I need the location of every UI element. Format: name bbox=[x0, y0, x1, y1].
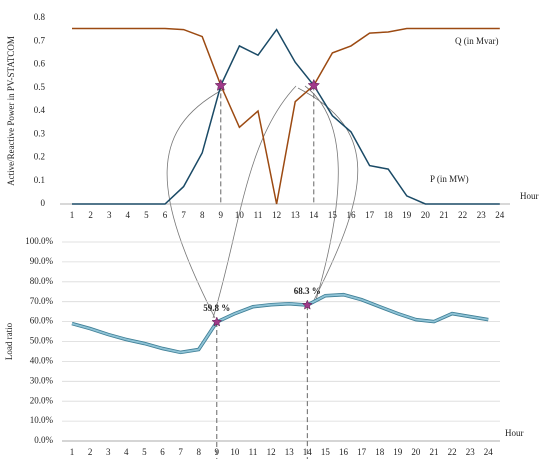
data-label: 68.3 % bbox=[294, 286, 321, 296]
x-tick-label: 18 bbox=[384, 210, 394, 220]
y-tick-label: 30.0% bbox=[30, 375, 54, 385]
x-tick-label: 5 bbox=[142, 447, 147, 457]
y-tick-label: 100.0% bbox=[25, 236, 53, 246]
x-tick-label: 8 bbox=[200, 210, 205, 220]
y-tick-label: 0.3 bbox=[34, 128, 46, 138]
x-tick-label: 1 bbox=[70, 210, 75, 220]
x-tick-label: 16 bbox=[347, 210, 357, 220]
y-tick-label: 20.0% bbox=[30, 395, 54, 405]
x-tick-label: 4 bbox=[126, 210, 131, 220]
y-tick-label: 0.0% bbox=[34, 435, 53, 445]
x-tick-label: 4 bbox=[124, 447, 129, 457]
y-tick-label: 0.2 bbox=[34, 152, 45, 162]
y-tick-label: 50.0% bbox=[30, 336, 54, 346]
series-line bbox=[72, 27, 500, 205]
x-tick-label: 23 bbox=[466, 447, 476, 457]
y-tick-label: 10.0% bbox=[30, 415, 54, 425]
x-tick-label: 19 bbox=[402, 210, 412, 220]
x-tick-label: 17 bbox=[357, 447, 367, 457]
x-tick-label: 18 bbox=[375, 447, 385, 457]
y-axis-label: Load ratio bbox=[4, 322, 14, 360]
series-label: Q (in Mvar) bbox=[455, 36, 499, 46]
highlight-star bbox=[214, 78, 228, 91]
x-axis-label: Hour bbox=[505, 428, 524, 438]
x-tick-label: 19 bbox=[393, 447, 403, 457]
y-tick-label: 0.1 bbox=[34, 175, 45, 185]
x-tick-label: 7 bbox=[181, 210, 186, 220]
x-tick-label: 5 bbox=[144, 210, 149, 220]
x-tick-label: 12 bbox=[267, 447, 276, 457]
x-tick-label: 13 bbox=[291, 210, 301, 220]
x-tick-label: 3 bbox=[107, 210, 112, 220]
highlight-star bbox=[301, 299, 313, 310]
y-tick-label: 0.4 bbox=[34, 105, 46, 115]
x-tick-label: 1 bbox=[70, 447, 75, 457]
x-tick-label: 12 bbox=[272, 210, 281, 220]
y-tick-label: 0 bbox=[41, 198, 46, 208]
y-tick-label: 80.0% bbox=[30, 276, 54, 286]
series-line bbox=[72, 28, 500, 205]
x-tick-label: 24 bbox=[495, 210, 505, 220]
x-tick-label: 2 bbox=[88, 447, 93, 457]
x-tick-label: 21 bbox=[430, 447, 439, 457]
x-tick-label: 15 bbox=[328, 210, 338, 220]
y-tick-label: 60.0% bbox=[30, 316, 54, 326]
x-tick-label: 11 bbox=[249, 447, 258, 457]
y-tick-label: 70.0% bbox=[30, 296, 54, 306]
x-axis-label: Hour bbox=[520, 191, 539, 201]
series-line bbox=[71, 293, 489, 354]
x-tick-label: 2 bbox=[88, 210, 93, 220]
x-tick-label: 10 bbox=[235, 210, 245, 220]
x-tick-label: 7 bbox=[178, 447, 183, 457]
x-tick-label: 21 bbox=[440, 210, 449, 220]
x-tick-label: 14 bbox=[309, 210, 319, 220]
x-tick-label: 22 bbox=[448, 447, 457, 457]
arrow bbox=[304, 85, 339, 301]
series-label: P (in MW) bbox=[430, 174, 469, 184]
y-axis-label: Active/Reactive Power in PV-STATCOM bbox=[6, 36, 16, 186]
arrow bbox=[212, 85, 297, 319]
x-tick-label: 22 bbox=[458, 210, 467, 220]
x-tick-label: 6 bbox=[160, 447, 165, 457]
x-tick-label: 15 bbox=[321, 447, 331, 457]
highlight-star bbox=[307, 78, 321, 91]
x-tick-label: 20 bbox=[421, 210, 431, 220]
x-tick-label: 6 bbox=[163, 210, 168, 220]
x-tick-label: 10 bbox=[230, 447, 240, 457]
arrow bbox=[297, 87, 359, 301]
highlight-star bbox=[211, 316, 223, 327]
x-tick-label: 3 bbox=[106, 447, 111, 457]
x-tick-label: 8 bbox=[196, 447, 201, 457]
y-tick-label: 0.5 bbox=[34, 82, 46, 92]
y-tick-label: 40.0% bbox=[30, 355, 54, 365]
y-tick-label: 0.7 bbox=[34, 35, 46, 45]
y-tick-label: 0.6 bbox=[34, 59, 46, 69]
data-label: 59.8 % bbox=[203, 303, 230, 313]
x-tick-label: 20 bbox=[411, 447, 421, 457]
x-tick-label: 23 bbox=[477, 210, 487, 220]
x-tick-label: 11 bbox=[254, 210, 263, 220]
x-tick-label: 17 bbox=[365, 210, 375, 220]
arrow bbox=[166, 89, 223, 319]
x-tick-label: 9 bbox=[219, 210, 224, 220]
x-tick-label: 24 bbox=[484, 447, 494, 457]
x-tick-label: 16 bbox=[339, 447, 349, 457]
y-tick-label: 0.8 bbox=[34, 12, 46, 22]
connector-arrows bbox=[166, 85, 359, 319]
y-tick-label: 90.0% bbox=[30, 256, 54, 266]
x-tick-label: 13 bbox=[285, 447, 295, 457]
